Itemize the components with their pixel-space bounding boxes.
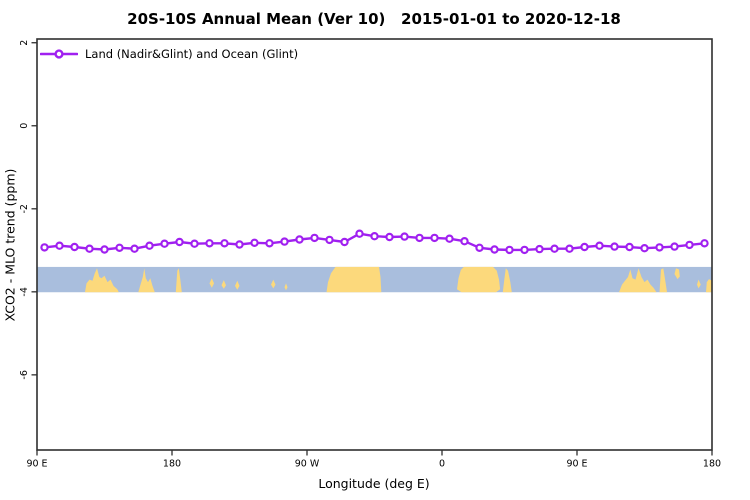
map-strip bbox=[37, 266, 712, 293]
data-point bbox=[700, 239, 709, 248]
data-point bbox=[100, 245, 109, 254]
data-point bbox=[400, 232, 409, 241]
data-point bbox=[640, 243, 649, 253]
data-point bbox=[265, 239, 274, 248]
x-tick-label: 0 bbox=[439, 459, 445, 470]
data-point bbox=[250, 238, 259, 247]
land-patch-french-polynesia bbox=[235, 280, 240, 290]
x-axis-title: Longitude (deg E) bbox=[318, 476, 430, 491]
x-tick-label: 180 bbox=[163, 459, 181, 470]
data-point bbox=[145, 241, 154, 250]
chart-title: 20S-10S Annual Mean (Ver 10) 2015-01-01 … bbox=[127, 10, 621, 28]
data-point bbox=[670, 242, 679, 251]
data-point bbox=[385, 232, 394, 242]
data-point bbox=[55, 241, 64, 250]
land-patch-australia-nw bbox=[85, 268, 119, 293]
data-point bbox=[460, 236, 469, 246]
data-point bbox=[40, 243, 49, 252]
x-tick-label: 90 E bbox=[566, 459, 587, 470]
data-point bbox=[535, 244, 544, 254]
land-patch-tuamotu bbox=[271, 279, 276, 289]
data-point bbox=[505, 245, 514, 255]
data-point bbox=[520, 245, 529, 255]
data-point bbox=[340, 237, 349, 247]
land-patch-melanesia-islands bbox=[138, 268, 155, 293]
data-point bbox=[280, 237, 289, 246]
data-point bbox=[655, 243, 664, 252]
data-point bbox=[295, 235, 304, 244]
legend: Land (Nadir&Glint) and Ocean (Glint) bbox=[40, 47, 298, 61]
land-patch-coral-sea-spike bbox=[659, 268, 667, 293]
data-point bbox=[610, 242, 619, 251]
land-patch-fiji bbox=[175, 268, 182, 293]
legend-label: Land (Nadir&Glint) and Ocean (Glint) bbox=[85, 47, 299, 61]
data-point bbox=[325, 235, 334, 245]
data-point bbox=[490, 245, 499, 254]
data-point bbox=[370, 231, 379, 241]
y-tick-label: -4 bbox=[19, 287, 30, 296]
land-patch-corner-fiji-wrap bbox=[706, 279, 712, 293]
land-patch-pitcairn bbox=[284, 283, 288, 291]
land-patch-island-blob bbox=[674, 268, 680, 280]
data-point bbox=[430, 233, 439, 243]
land-patch-south-america bbox=[326, 266, 382, 293]
land-patch-cook-islands bbox=[221, 280, 226, 289]
data-point bbox=[175, 237, 184, 247]
land-patch-madagascar bbox=[502, 268, 512, 293]
land-patch-speck-east bbox=[697, 279, 701, 289]
land-patch-africa bbox=[457, 266, 501, 293]
data-point bbox=[445, 234, 454, 243]
x-axis-ticks: 90 E 180 90 W 0 90 E 180 bbox=[26, 450, 721, 470]
legend-line-marker-icon bbox=[40, 49, 78, 59]
data-point bbox=[190, 239, 199, 248]
data-point bbox=[550, 244, 559, 253]
plot-box bbox=[36, 38, 713, 451]
y-tick-label: 2 bbox=[19, 40, 30, 46]
data-point bbox=[685, 240, 694, 250]
y-tick-label: 0 bbox=[19, 123, 30, 129]
land-patch-australia-wrap bbox=[619, 268, 657, 293]
y-tick-label: -6 bbox=[19, 370, 30, 379]
data-point bbox=[205, 239, 214, 248]
data-point bbox=[475, 243, 484, 252]
data-point bbox=[70, 242, 79, 252]
data-point bbox=[115, 243, 124, 252]
data-point bbox=[85, 244, 94, 253]
x-tick-label: 180 bbox=[703, 459, 721, 470]
data-point bbox=[310, 233, 319, 243]
data-point bbox=[415, 233, 424, 243]
data-point bbox=[130, 244, 139, 253]
x-tick-label: 90 W bbox=[295, 459, 320, 470]
land-patch-samoa bbox=[209, 278, 214, 288]
data-point bbox=[220, 239, 229, 248]
data-point bbox=[160, 239, 169, 248]
data-point bbox=[625, 242, 634, 252]
data-point bbox=[355, 229, 364, 238]
x-tick-label: 90 E bbox=[26, 459, 47, 470]
data-point bbox=[565, 244, 574, 253]
data-point bbox=[595, 241, 604, 250]
y-tick-label: -2 bbox=[19, 204, 30, 213]
data-point bbox=[580, 242, 589, 252]
data-series-0 bbox=[40, 229, 709, 255]
data-point bbox=[235, 240, 244, 249]
y-axis-ticks: 2 0 -2 -4 -6 bbox=[19, 40, 37, 380]
